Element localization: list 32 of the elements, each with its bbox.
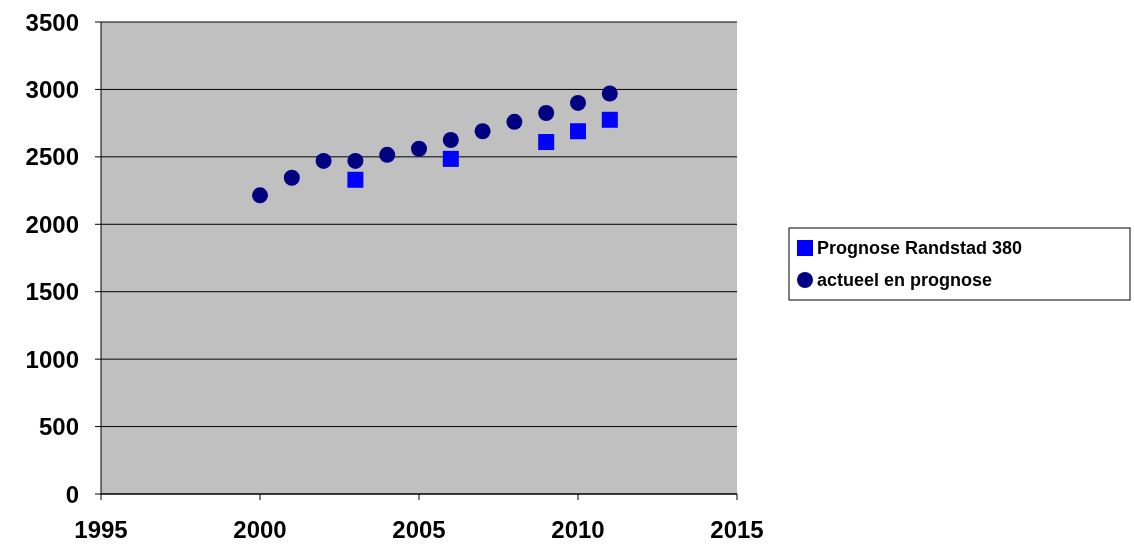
y-tick-label: 2000 — [25, 210, 79, 238]
x-tick-label: 2015 — [710, 516, 764, 543]
point — [442, 150, 459, 167]
point — [474, 123, 491, 140]
x-tick-label: 2000 — [233, 516, 287, 543]
point — [283, 169, 300, 186]
point — [252, 187, 268, 204]
point — [315, 152, 332, 169]
point — [347, 171, 364, 188]
point — [347, 152, 364, 169]
y-tick-label: 0 — [65, 480, 79, 508]
point — [538, 105, 555, 122]
y-tick-label: 1500 — [25, 278, 79, 306]
point — [570, 123, 586, 140]
point — [379, 146, 396, 163]
y-tick-label: 3000 — [25, 75, 79, 103]
y-tick-label: 3500 — [25, 8, 79, 36]
x-tick-label: 2010 — [551, 516, 605, 543]
x-tick-label: 1995 — [74, 516, 128, 543]
point — [442, 132, 459, 148]
legend-label: Prognose Randstad 380 — [817, 238, 1023, 258]
y-tick-label: 500 — [38, 413, 79, 441]
point — [506, 113, 523, 130]
legend-label: actueel en prognose — [817, 270, 993, 290]
point — [411, 140, 427, 157]
point — [601, 85, 618, 102]
y-tick-label: 2500 — [25, 143, 79, 171]
point — [570, 94, 586, 111]
point — [538, 134, 555, 151]
x-tick-label: 2005 — [392, 516, 446, 543]
point — [601, 111, 618, 128]
y-tick-label: 1000 — [25, 345, 79, 373]
